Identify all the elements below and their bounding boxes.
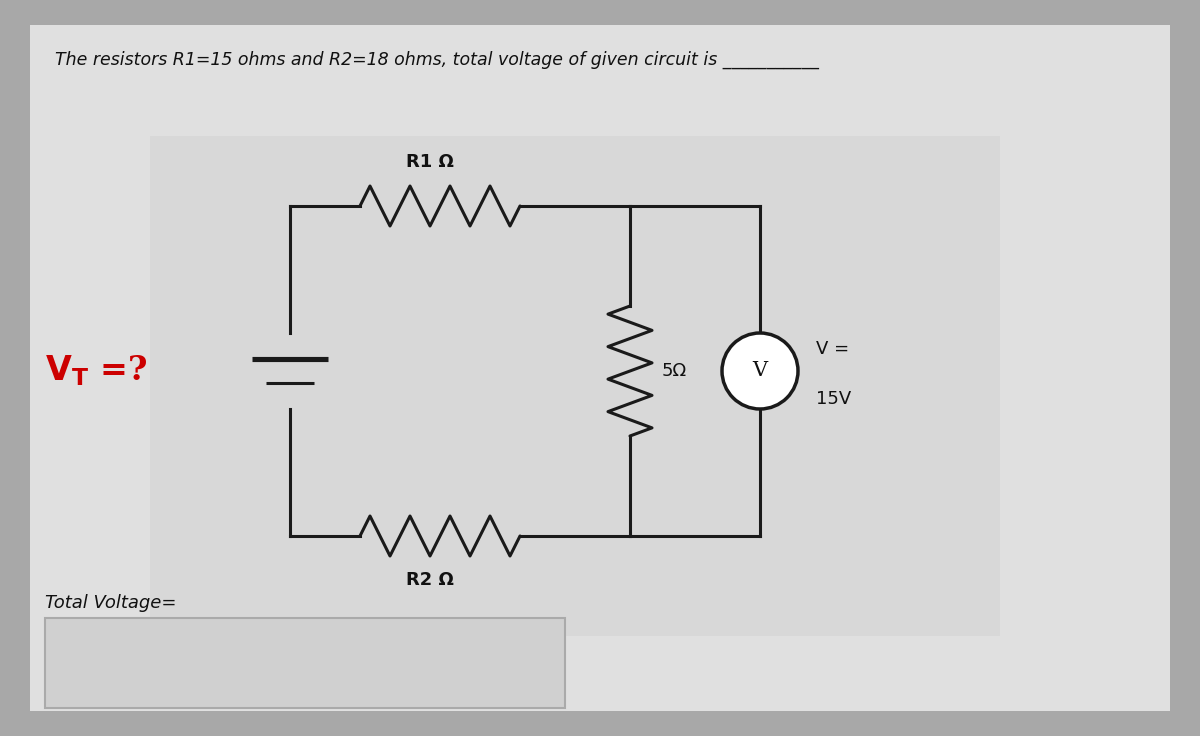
Text: V =: V =	[816, 340, 850, 358]
Text: The resistors R1=15 ohms and R2=18 ohms, total voltage of given circuit is _____: The resistors R1=15 ohms and R2=18 ohms,…	[55, 51, 820, 69]
Text: 5Ω: 5Ω	[662, 362, 688, 380]
Text: $\mathbf{V_T}$ =?: $\mathbf{V_T}$ =?	[46, 354, 148, 389]
Text: V: V	[752, 361, 768, 381]
Bar	[150, 136, 1000, 636]
Text: 15V: 15V	[816, 390, 851, 408]
Text: Total Voltage=: Total Voltage=	[46, 594, 176, 612]
Circle shape	[722, 333, 798, 409]
Bar	[46, 618, 565, 708]
Text: R1 Ω: R1 Ω	[406, 153, 454, 171]
Text: R2 Ω: R2 Ω	[406, 571, 454, 589]
